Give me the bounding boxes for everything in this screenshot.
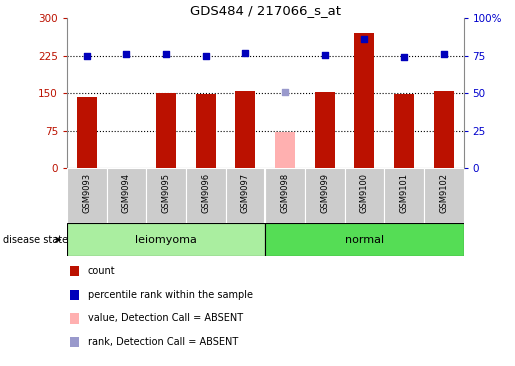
Bar (196, 94, 216, 168)
Text: GSM9101: GSM9101 (400, 173, 408, 213)
Text: GSM9096: GSM9096 (201, 173, 210, 213)
Point (400, 55, 408, 60)
Text: leiomyoma: leiomyoma (135, 235, 197, 245)
Point (241, 51, 249, 56)
Bar (67, 223, 265, 256)
Bar (345, 168, 384, 223)
Bar (424, 168, 464, 223)
Bar (186, 168, 226, 223)
Bar (265, 223, 464, 256)
Text: GSM9102: GSM9102 (439, 173, 448, 213)
Text: count: count (88, 266, 115, 276)
Bar (354, 33, 374, 168)
Text: disease state: disease state (3, 235, 67, 245)
Point (440, 51, 448, 57)
Text: GSM9095: GSM9095 (162, 173, 170, 213)
Text: normal: normal (345, 235, 384, 245)
Text: value, Detection Call = ABSENT: value, Detection Call = ABSENT (88, 313, 243, 324)
Bar (67, 168, 107, 223)
Text: rank, Detection Call = ABSENT: rank, Detection Call = ABSENT (88, 337, 238, 347)
Text: GSM9099: GSM9099 (320, 173, 329, 213)
Bar (384, 168, 424, 223)
Bar (305, 168, 345, 223)
Text: GSM9094: GSM9094 (122, 173, 131, 213)
Bar (315, 92, 335, 168)
Text: GSM9093: GSM9093 (82, 173, 91, 213)
Bar (146, 168, 186, 223)
Bar (77, 97, 97, 168)
Bar (394, 94, 414, 168)
Point (162, 51, 170, 57)
Bar (275, 132, 295, 168)
Point (202, 53, 210, 59)
Text: GSM9100: GSM9100 (360, 173, 369, 213)
Text: GSM9097: GSM9097 (241, 173, 250, 213)
Bar (434, 91, 454, 168)
Point (281, 89, 289, 95)
Point (320, 52, 329, 58)
Bar (107, 168, 146, 223)
Title: GDS484 / 217066_s_at: GDS484 / 217066_s_at (190, 4, 341, 17)
Text: GSM9098: GSM9098 (281, 173, 289, 213)
Point (360, 36, 369, 42)
Bar (156, 93, 176, 168)
Bar (265, 168, 305, 223)
Bar (226, 168, 265, 223)
Point (82, 53, 91, 59)
Point (123, 51, 131, 57)
Bar (235, 91, 255, 168)
Text: percentile rank within the sample: percentile rank within the sample (88, 290, 252, 300)
